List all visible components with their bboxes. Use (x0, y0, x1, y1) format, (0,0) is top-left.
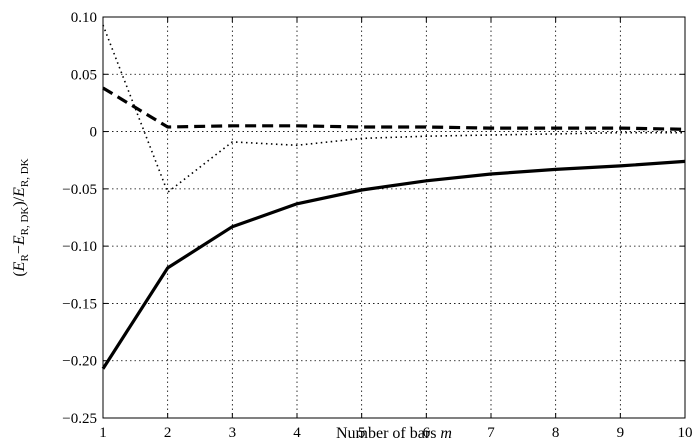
x-tick-label: 8 (552, 425, 560, 441)
plot-frame (102, 16, 686, 419)
y-axis-title-part: )/ (11, 196, 28, 206)
x-tick-labels: 1 2 3 4 5 6 7 8 9 10 (99, 425, 692, 441)
y-axis-title-part: ( (11, 271, 28, 276)
series-line-dotted (102, 24, 685, 194)
y-tick-label: 0.10 (71, 10, 97, 26)
x-axis-title-text: Number of bars (336, 425, 440, 442)
x-tick-label: 1 (99, 425, 107, 441)
x-tick-label: 6 (423, 425, 431, 441)
x-tick-label: 10 (678, 425, 693, 441)
x-axis-title-variable: m (440, 425, 452, 442)
x-tick-label: 4 (293, 425, 301, 441)
y-axis-title-part: E (11, 187, 28, 198)
grid-lines (103, 17, 685, 418)
x-tick-label: 2 (164, 425, 172, 441)
y-axis-title-part: E (11, 235, 28, 246)
y-tick-label: −0.05 (62, 182, 97, 198)
y-tick-label: 0.05 (71, 67, 97, 83)
series-lines (101, 24, 686, 370)
x-tick-label: 5 (358, 425, 366, 441)
y-axis-title-part: E (11, 261, 28, 272)
y-tick-label: −0.10 (62, 239, 97, 255)
y-axis-title-part: R, DK (19, 158, 31, 187)
y-tick-label: −0.25 (62, 411, 97, 427)
y-tick-label: 0 (90, 125, 98, 141)
y-axis-title-part: R (19, 254, 31, 262)
series-line-solid (101, 159, 686, 370)
x-axis-title: Number of bars m (336, 425, 452, 442)
x-tick-label: 7 (487, 425, 495, 441)
series-line-dashed (102, 86, 686, 131)
y-axis-title: (ER−ER, DK)/ER, DK (11, 158, 31, 276)
y-tick-label: −0.20 (62, 354, 97, 370)
y-axis-title-part: − (11, 245, 28, 254)
y-tick-labels: 0.10 0.05 0 −0.05 −0.10 −0.15 −0.20 −0.25 (62, 10, 97, 427)
y-tick-label: −0.15 (62, 296, 97, 312)
x-tick-label: 3 (229, 425, 237, 441)
tick-marks (102, 16, 686, 419)
x-tick-label: 9 (617, 425, 625, 441)
y-axis-title-part: R, DK (19, 207, 31, 236)
